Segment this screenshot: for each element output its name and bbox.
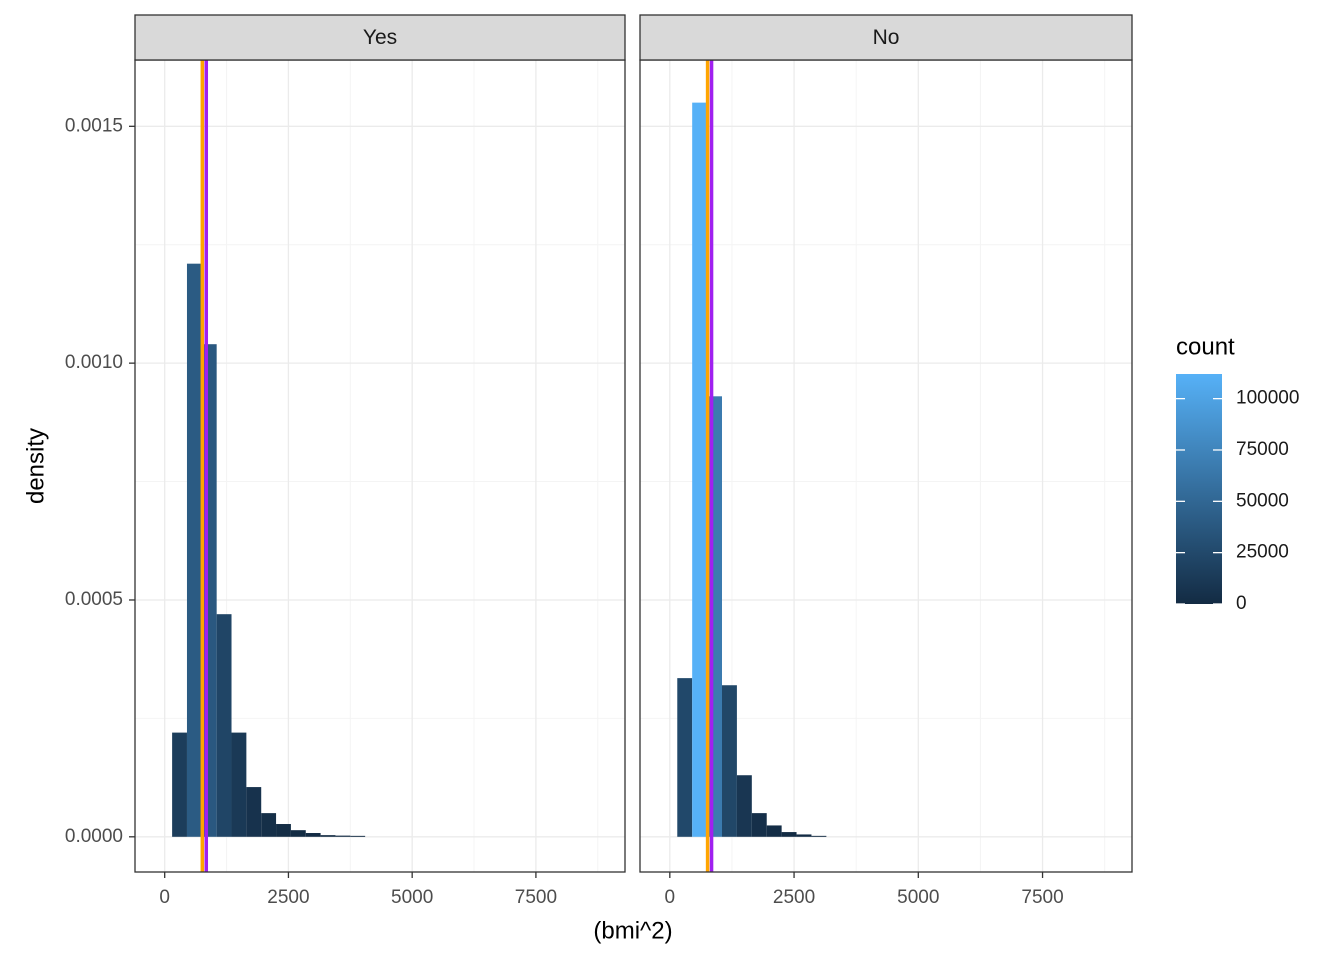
facet-panel-1: No 0 2500 5000 7500 [639, 14, 1133, 908]
facet-strip-label: Yes [363, 26, 397, 49]
legend-tick-label: 50000 [1236, 490, 1289, 511]
facet-strip [639, 14, 1133, 61]
facet-strip-label: No [873, 26, 900, 49]
x-tick-label: 0 [159, 887, 170, 908]
legend-title: count [1176, 333, 1235, 360]
histogram-bar [186, 263, 202, 837]
histogram-bar [751, 813, 767, 837]
y-tick-label: 0.0005 [65, 589, 123, 610]
histogram-bar [766, 825, 782, 837]
count-legend: count 0 25000 50000 75000 100000 [1176, 333, 1299, 614]
histogram-bar [677, 678, 693, 837]
histogram-bar [276, 824, 291, 837]
histogram-bar [216, 614, 232, 837]
histogram-bar [172, 732, 187, 837]
histogram-bar [246, 787, 262, 837]
histogram-bar [781, 832, 797, 837]
histogram-bar [305, 833, 321, 837]
histogram-bar [231, 732, 247, 837]
histogram-bar [722, 685, 737, 837]
facet-panels: Yes 0 2500 5000 7500 No 0 2500 5000 7500 [134, 14, 1133, 908]
y-axis: 0.0000 0.0005 0.0010 0.0015 [65, 115, 135, 847]
histogram-bar [290, 830, 306, 837]
facet-panel-0: Yes 0 2500 5000 7500 [134, 14, 626, 908]
histogram-bar [736, 775, 752, 837]
legend-tick-label: 75000 [1236, 439, 1289, 460]
x-tick-label: 2500 [267, 887, 309, 908]
legend-tick-label: 100000 [1236, 388, 1299, 409]
x-tick-label: 5000 [897, 887, 939, 908]
y-tick-label: 0.0000 [65, 826, 123, 847]
facet-strip [134, 14, 626, 61]
x-tick-label: 7500 [1021, 887, 1063, 908]
histogram-bar [320, 835, 336, 837]
histogram-bar [335, 835, 351, 837]
y-tick-label: 0.0015 [65, 115, 123, 136]
histogram-bar [350, 835, 366, 837]
x-tick-label: 5000 [391, 887, 433, 908]
histogram-bar [811, 835, 827, 837]
histogram-bar [261, 813, 277, 837]
legend-colorbar [1176, 374, 1222, 604]
legend-tick-label: 0 [1236, 593, 1247, 614]
x-tick-label: 0 [665, 887, 676, 908]
y-tick-label: 0.0010 [65, 352, 123, 373]
x-axis-title: (bmi^2) [593, 917, 672, 944]
histogram-bar [692, 102, 708, 837]
legend-tick-label: 25000 [1236, 542, 1289, 563]
x-tick-label: 7500 [515, 887, 557, 908]
x-tick-label: 2500 [773, 887, 815, 908]
y-axis-title: density [22, 428, 49, 504]
histogram-bar [796, 834, 812, 837]
